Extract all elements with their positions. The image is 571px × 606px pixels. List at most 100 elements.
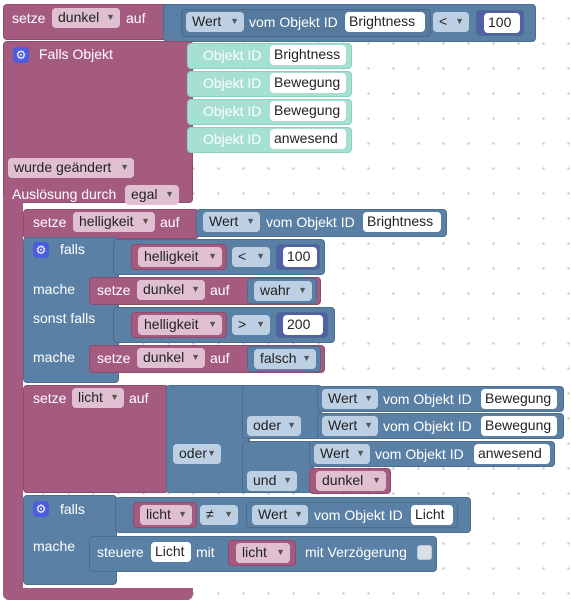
mache-label: mache xyxy=(33,281,76,297)
mit-label: mit xyxy=(196,544,215,560)
falls-label: falls xyxy=(60,241,85,257)
auf-label: auf xyxy=(126,10,146,26)
variable-licht-dropdown[interactable]: licht ▼ xyxy=(140,505,192,525)
object-id-field-3[interactable]: Bewegung xyxy=(270,101,346,121)
trigger-block-bottom xyxy=(3,588,193,600)
falls-label: falls xyxy=(60,501,85,517)
variable-helligkeit-dropdown[interactable]: helligkeit ▼ xyxy=(138,315,222,335)
operator-dropdown[interactable]: > ▼ xyxy=(232,315,270,335)
dropdown-arrow-icon: ▼ xyxy=(302,353,311,363)
wert-dropdown[interactable]: Wert ▼ xyxy=(186,12,244,32)
or-block[interactable] xyxy=(166,385,250,493)
dropdown-arrow-icon: ▼ xyxy=(191,352,200,362)
variable-dunkel-dropdown[interactable]: dunkel ▼ xyxy=(137,280,205,300)
object-id-field[interactable]: Bewegung xyxy=(481,389,557,409)
objekt-id-label: Objekt ID xyxy=(203,103,262,119)
wert-dropdown[interactable]: Wert ▼ xyxy=(203,212,260,232)
delay-checkbox[interactable] xyxy=(417,545,432,560)
falls-objekt-label: Falls Objekt xyxy=(39,46,113,62)
dropdown-arrow-icon: ▼ xyxy=(283,475,292,485)
object-id-field[interactable]: Brightness xyxy=(363,212,441,232)
wert-dropdown[interactable]: Wert ▼ xyxy=(252,505,308,525)
variable-licht-dropdown[interactable]: licht ▼ xyxy=(236,543,290,563)
operator-dropdown[interactable]: < ▼ xyxy=(433,12,469,32)
number-field[interactable]: 100 xyxy=(283,247,317,267)
dropdown-arrow-icon: ▼ xyxy=(208,251,217,261)
dropdown-arrow-icon: ▼ xyxy=(191,284,200,294)
or-dropdown[interactable]: oder ▼ xyxy=(247,416,301,436)
and-dropdown[interactable]: und ▼ xyxy=(247,471,297,491)
dropdown-arrow-icon: ▼ xyxy=(141,216,150,226)
delay-label: mit Verzögerung xyxy=(305,544,407,560)
dropdown-arrow-icon: ▼ xyxy=(276,547,285,557)
variable-dunkel-dropdown[interactable]: dunkel ▼ xyxy=(316,471,386,491)
setze-label: setze xyxy=(12,10,46,26)
dropdown-arrow-icon: ▼ xyxy=(207,448,216,458)
auf-label: auf xyxy=(129,390,149,406)
or-dropdown[interactable]: oder ▼ xyxy=(173,444,221,464)
dropdown-arrow-icon: ▼ xyxy=(256,251,265,261)
dropdown-arrow-icon: ▼ xyxy=(165,189,174,199)
variable-helligkeit-dropdown[interactable]: helligkeit ▼ xyxy=(73,212,155,232)
dropdown-arrow-icon: ▼ xyxy=(178,509,187,519)
dropdown-arrow-icon: ▼ xyxy=(224,509,233,519)
variable-licht-dropdown[interactable]: licht ▼ xyxy=(72,388,124,408)
dropdown-arrow-icon: ▼ xyxy=(364,393,373,403)
mache-label: mache xyxy=(33,349,76,365)
variable-dunkel-dropdown[interactable]: dunkel ▼ xyxy=(137,348,205,368)
object-id-field[interactable]: Licht xyxy=(151,542,191,562)
auf-label: auf xyxy=(160,214,180,230)
trigger-block[interactable] xyxy=(3,41,193,203)
dropdown-arrow-icon: ▼ xyxy=(230,16,239,26)
changed-dropdown[interactable]: wurde geändert ▼ xyxy=(8,158,134,178)
steuere-label: steuere xyxy=(97,544,144,560)
objekt-id-label: Objekt ID xyxy=(203,75,262,91)
dropdown-arrow-icon: ▼ xyxy=(110,392,119,402)
trigger-block-spine xyxy=(3,195,23,600)
setze-label: setze xyxy=(33,214,67,230)
wert-dropdown[interactable]: Wert ▼ xyxy=(322,416,378,436)
falsch-dropdown[interactable]: falsch ▼ xyxy=(254,349,316,369)
dropdown-arrow-icon: ▼ xyxy=(364,420,373,430)
setze-label: setze xyxy=(97,282,131,298)
gear-icon[interactable]: ⚙ xyxy=(13,47,29,63)
object-id-label: vom Objekt ID xyxy=(383,418,472,434)
number-field[interactable]: 100 xyxy=(484,13,520,33)
object-id-field-4[interactable]: anwesend xyxy=(270,129,346,149)
gear-icon[interactable]: ⚙ xyxy=(33,242,49,258)
dropdown-arrow-icon: ▼ xyxy=(120,162,129,172)
wert-dropdown[interactable]: Wert ▼ xyxy=(322,389,378,409)
dropdown-arrow-icon: ▼ xyxy=(246,216,255,226)
wert-dropdown[interactable]: Wert ▼ xyxy=(314,444,370,464)
object-id-field[interactable]: Bewegung xyxy=(481,416,557,436)
dropdown-arrow-icon: ▼ xyxy=(356,448,365,458)
object-id-field[interactable]: Brightness xyxy=(345,12,425,32)
object-id-field-2[interactable]: Bewegung xyxy=(270,73,346,93)
object-id-field[interactable]: anwesend xyxy=(474,444,550,464)
wahr-dropdown[interactable]: wahr ▼ xyxy=(254,281,312,301)
dropdown-arrow-icon: ▼ xyxy=(294,509,303,519)
dropdown-arrow-icon: ▼ xyxy=(287,420,296,430)
operator-dropdown[interactable]: ≠ ▼ xyxy=(200,505,238,525)
object-id-label: vom Objekt ID xyxy=(314,507,403,523)
auf-label: auf xyxy=(210,282,230,298)
variable-dunkel-dropdown[interactable]: dunkel ▼ xyxy=(52,8,120,28)
dropdown-arrow-icon: ▼ xyxy=(372,475,381,485)
sonst-falls-label: sonst falls xyxy=(33,310,96,326)
setze-label: setze xyxy=(97,350,131,366)
setze-label: setze xyxy=(33,390,67,406)
operator-dropdown[interactable]: < ▼ xyxy=(232,247,270,267)
object-id-label: vom Objekt ID xyxy=(383,391,472,407)
dropdown-arrow-icon: ▼ xyxy=(298,285,307,295)
object-id-label: vom Objekt ID xyxy=(375,446,464,462)
gear-icon[interactable]: ⚙ xyxy=(33,501,49,517)
dropdown-arrow-icon: ▼ xyxy=(106,12,115,22)
number-field[interactable]: 200 xyxy=(283,315,323,335)
dropdown-arrow-icon: ▼ xyxy=(455,16,464,26)
dropdown-arrow-icon: ▼ xyxy=(256,319,265,329)
object-id-field-1[interactable]: Brightness xyxy=(270,45,346,65)
object-id-field[interactable]: Licht xyxy=(411,505,453,525)
objekt-id-label: Objekt ID xyxy=(203,131,262,147)
egal-dropdown[interactable]: egal ▼ xyxy=(125,185,179,205)
variable-helligkeit-dropdown[interactable]: helligkeit ▼ xyxy=(138,247,222,267)
